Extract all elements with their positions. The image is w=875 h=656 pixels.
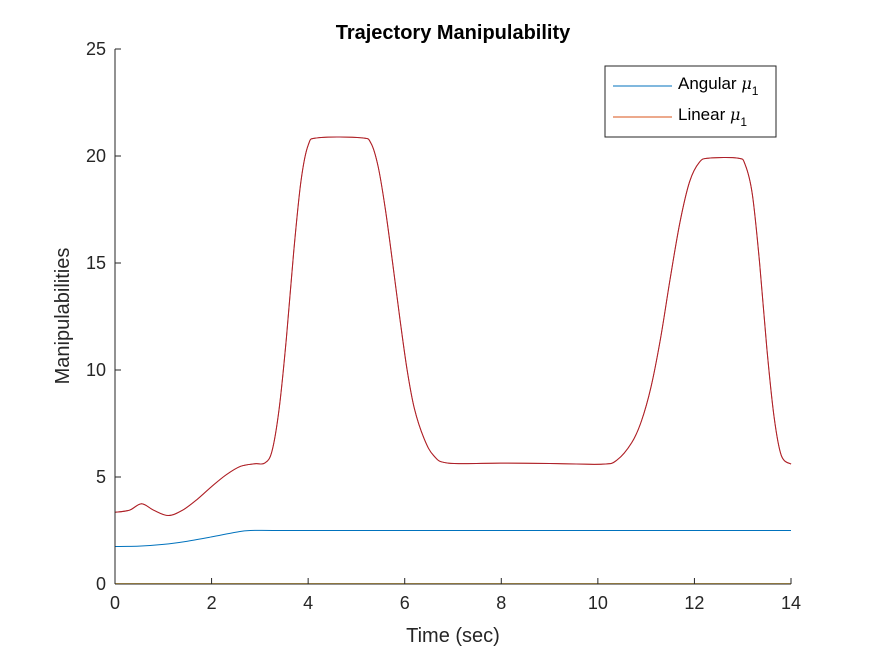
chart-title: Trajectory Manipulability: [336, 22, 571, 44]
legend-entry-angular: Angular μ1: [678, 74, 759, 98]
x-tick-label: 2: [207, 593, 217, 613]
y-tick-label: 15: [86, 253, 106, 273]
legend-box: [604, 65, 777, 138]
x-tick-label: 10: [588, 593, 608, 613]
series-line-angular: [114, 529, 791, 548]
y-tick-label: 5: [96, 467, 106, 487]
y-tick-label: 20: [86, 146, 106, 166]
plot-area: [115, 49, 791, 584]
x-axis-label: Time (sec): [406, 625, 500, 647]
y-ticks: 0 5 10 15 20 25: [86, 39, 121, 594]
x-tick-label: 14: [781, 593, 801, 613]
x-tick-label: 12: [684, 593, 704, 613]
x-ticks: 0 2 4 6 8 10 12 14: [110, 578, 801, 613]
y-tick-label: 0: [96, 574, 106, 594]
x-tick-label: 8: [496, 593, 506, 613]
legend: Angular μ1 Linear μ1: [604, 65, 777, 138]
y-tick-label: 25: [86, 39, 106, 59]
legend-entry-linear: Linear μ1: [678, 105, 747, 129]
y-tick-label: 10: [86, 360, 106, 380]
x-tick-label: 6: [400, 593, 410, 613]
x-tick-label: 4: [303, 593, 313, 613]
x-tick-label: 0: [110, 593, 120, 613]
series-line-linear-overlay: [114, 136, 792, 517]
y-axis-label: Manipulabilities: [52, 248, 74, 385]
